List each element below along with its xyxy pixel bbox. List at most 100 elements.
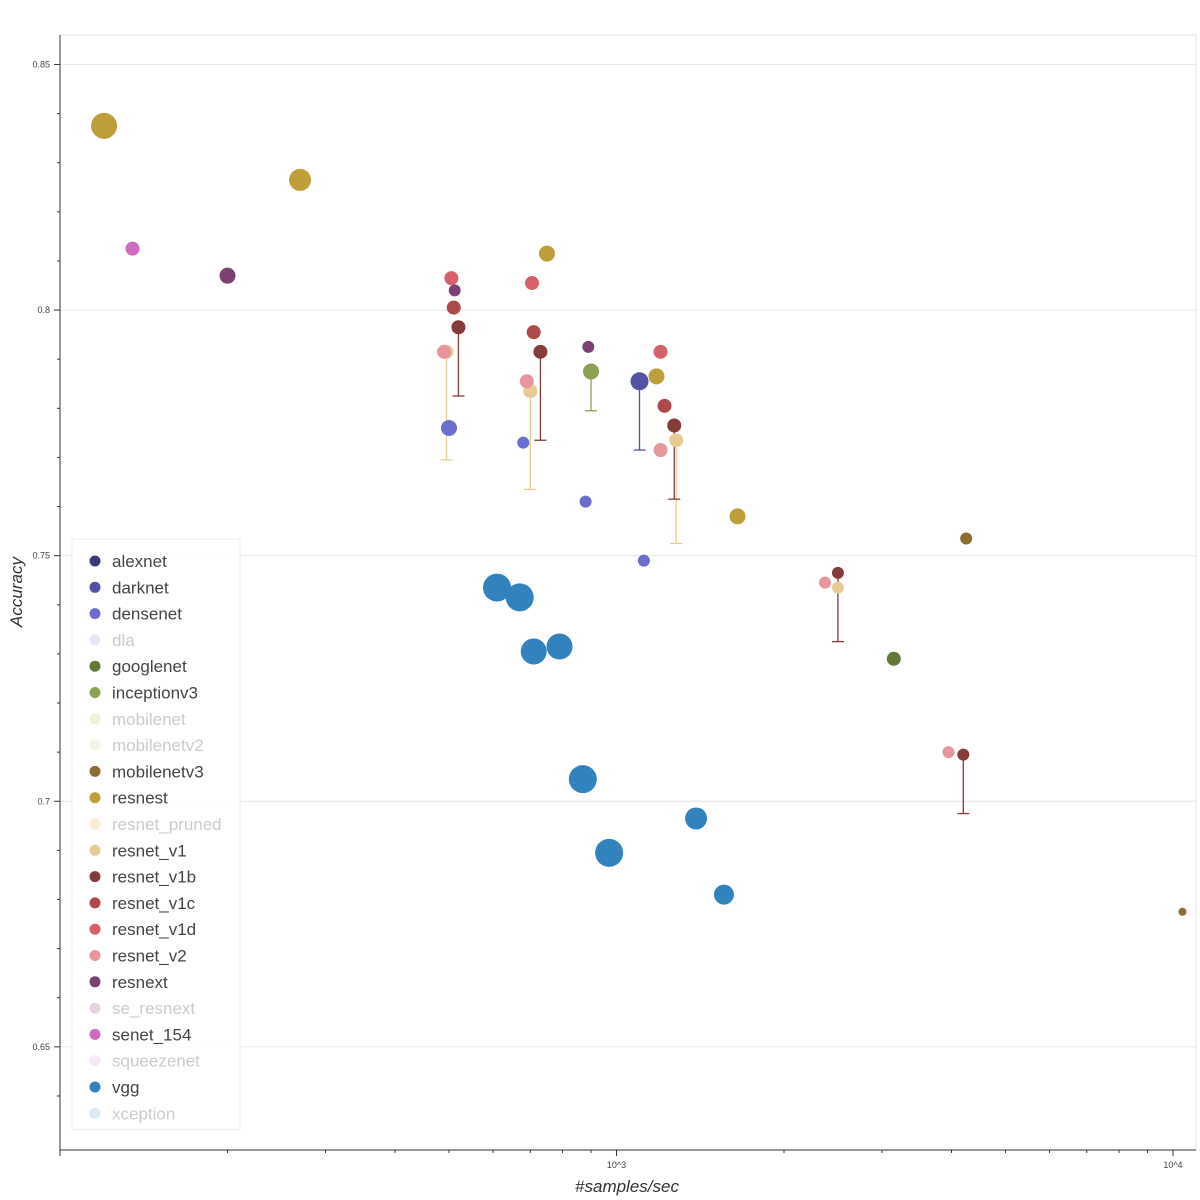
legend-label-resnet_v1b: resnet_v1b bbox=[112, 868, 196, 887]
legend-item-resnet_v2[interactable]: resnet_v2 bbox=[89, 947, 187, 966]
point-resnest bbox=[91, 112, 118, 139]
legend-label-resnext: resnext bbox=[112, 973, 168, 992]
point-resnext bbox=[582, 340, 595, 353]
point-vgg bbox=[568, 765, 597, 794]
legend-marker-vgg bbox=[89, 1081, 101, 1093]
legend-label-vgg: vgg bbox=[112, 1078, 139, 1097]
legend-label-mobilenet: mobilenet bbox=[112, 710, 186, 729]
legend-label-googlenet: googlenet bbox=[112, 657, 187, 676]
y-tick-label: 0.8 bbox=[37, 305, 50, 315]
point-resnet_v1d bbox=[444, 271, 459, 286]
y-axis-label: Accuracy bbox=[7, 556, 26, 628]
point-darknet bbox=[630, 372, 649, 391]
y-tick-label: 0.85 bbox=[32, 59, 50, 69]
legend-item-dla[interactable]: dla bbox=[89, 631, 136, 650]
grid-lines bbox=[60, 63, 1196, 1048]
legend-marker-alexnet bbox=[89, 555, 101, 567]
point-resnet_v1 bbox=[831, 581, 844, 594]
y-tick-label: 0.75 bbox=[32, 551, 50, 561]
legend-marker-mobilenetv3 bbox=[89, 765, 101, 777]
legend-item-darknet[interactable]: darknet bbox=[89, 578, 169, 597]
legend-item-resnet_v1c[interactable]: resnet_v1c bbox=[89, 894, 196, 913]
axes: 0.65 0.7 0.75 0.8 0.85 10^3 10^4 bbox=[32, 35, 1196, 1170]
y-tick-label: 0.65 bbox=[32, 1042, 50, 1052]
legend-item-squeezenet[interactable]: squeezenet bbox=[89, 1052, 201, 1071]
point-vgg bbox=[713, 884, 734, 905]
legend-label-resnet_v1d: resnet_v1d bbox=[112, 920, 196, 939]
legend-label-resnet_pruned: resnet_pruned bbox=[112, 815, 222, 834]
point-resnext bbox=[219, 267, 236, 284]
legend-marker-resnet_pruned bbox=[89, 818, 101, 830]
legend-item-resnet_pruned[interactable]: resnet_pruned bbox=[89, 815, 222, 834]
point-resnest bbox=[289, 168, 312, 191]
point-densenet bbox=[579, 495, 592, 508]
point-resnet_v2 bbox=[942, 746, 955, 759]
point-resnet_v1b bbox=[957, 748, 970, 761]
legend-marker-resnet_v1b bbox=[89, 871, 101, 883]
legend-item-alexnet[interactable]: alexnet bbox=[89, 552, 168, 571]
legend-label-mobilenetv2: mobilenetv2 bbox=[112, 736, 204, 755]
legend-marker-mobilenet bbox=[89, 713, 101, 725]
legend-item-se_resnext[interactable]: se_resnext bbox=[89, 999, 196, 1018]
legend-marker-xception bbox=[89, 1107, 101, 1119]
point-densenet bbox=[517, 436, 530, 449]
legend-item-mobilenetv2[interactable]: mobilenetv2 bbox=[89, 736, 204, 755]
legend-marker-inceptionv3 bbox=[89, 687, 101, 698]
legend-marker-dla bbox=[89, 634, 101, 646]
legend-item-googlenet[interactable]: googlenet bbox=[89, 657, 187, 676]
point-resnet_v1c bbox=[446, 300, 461, 315]
legend-marker-densenet bbox=[89, 608, 101, 620]
legend-item-inceptionv3[interactable]: inceptionv3 bbox=[89, 684, 199, 703]
legend-label-squeezenet: squeezenet bbox=[112, 1052, 200, 1071]
point-vgg bbox=[520, 638, 547, 665]
legend-item-senet_154[interactable]: senet_154 bbox=[89, 1025, 192, 1044]
point-resnet_v1b bbox=[533, 344, 548, 359]
point-mobilenetv3 bbox=[1178, 907, 1187, 916]
point-resnest bbox=[648, 368, 665, 385]
legend-box bbox=[71, 538, 241, 1131]
legend-item-resnest[interactable]: resnest bbox=[89, 789, 169, 808]
legend-marker-resnext bbox=[89, 976, 101, 988]
error-bars bbox=[440, 327, 970, 815]
point-resnet_v1d bbox=[525, 276, 540, 291]
point-resnet_v1b bbox=[831, 566, 844, 579]
legend-item-vgg[interactable]: vgg bbox=[89, 1078, 140, 1097]
x-tick-label: 10^3 bbox=[607, 1160, 626, 1170]
legend-marker-resnet_v2 bbox=[89, 950, 101, 961]
legend-item-mobilenet[interactable]: mobilenet bbox=[89, 710, 186, 729]
point-resnest bbox=[538, 245, 555, 262]
legend-marker-mobilenetv2 bbox=[89, 739, 101, 751]
point-resnet_v1b bbox=[451, 320, 466, 335]
point-resnet_v2 bbox=[437, 344, 452, 359]
point-inceptionv3 bbox=[583, 363, 600, 380]
legend-label-resnet_v1c: resnet_v1c bbox=[112, 894, 196, 913]
point-senet_154 bbox=[125, 241, 140, 256]
point-vgg bbox=[505, 583, 534, 612]
legend[interactable]: alexnet darknet densenet dla googlenet incept… bbox=[71, 538, 241, 1131]
legend-item-resnet_v1b[interactable]: resnet_v1b bbox=[89, 868, 197, 887]
point-resnext bbox=[448, 284, 461, 297]
legend-item-mobilenetv3[interactable]: mobilenetv3 bbox=[89, 762, 204, 781]
x-tick-label: 10^4 bbox=[1163, 1160, 1182, 1170]
legend-marker-darknet bbox=[89, 581, 101, 593]
legend-marker-googlenet bbox=[89, 660, 101, 672]
legend-item-xception[interactable]: xception bbox=[89, 1104, 176, 1123]
point-resnet_v1d bbox=[653, 344, 668, 359]
legend-item-densenet[interactable]: densenet bbox=[89, 605, 183, 624]
x-axis-label: #samples/sec bbox=[575, 1177, 679, 1196]
legend-label-alexnet: alexnet bbox=[112, 552, 167, 571]
legend-item-resnext[interactable]: resnext bbox=[89, 973, 169, 992]
point-resnet_v1c bbox=[657, 398, 672, 413]
point-resnet_v1c bbox=[526, 325, 541, 340]
legend-item-resnet_v1[interactable]: resnet_v1 bbox=[89, 841, 187, 860]
legend-marker-resnet_v1d bbox=[89, 923, 101, 935]
legend-label-resnet_v2: resnet_v2 bbox=[112, 947, 187, 966]
legend-item-resnet_v1d[interactable]: resnet_v1d bbox=[89, 920, 197, 939]
legend-label-densenet: densenet bbox=[112, 605, 182, 624]
legend-label-senet_154: senet_154 bbox=[112, 1025, 191, 1044]
point-resnest bbox=[729, 508, 746, 525]
legend-label-inceptionv3: inceptionv3 bbox=[112, 684, 198, 703]
legend-label-xception: xception bbox=[112, 1104, 175, 1123]
legend-marker-resnet_v1 bbox=[89, 844, 101, 856]
